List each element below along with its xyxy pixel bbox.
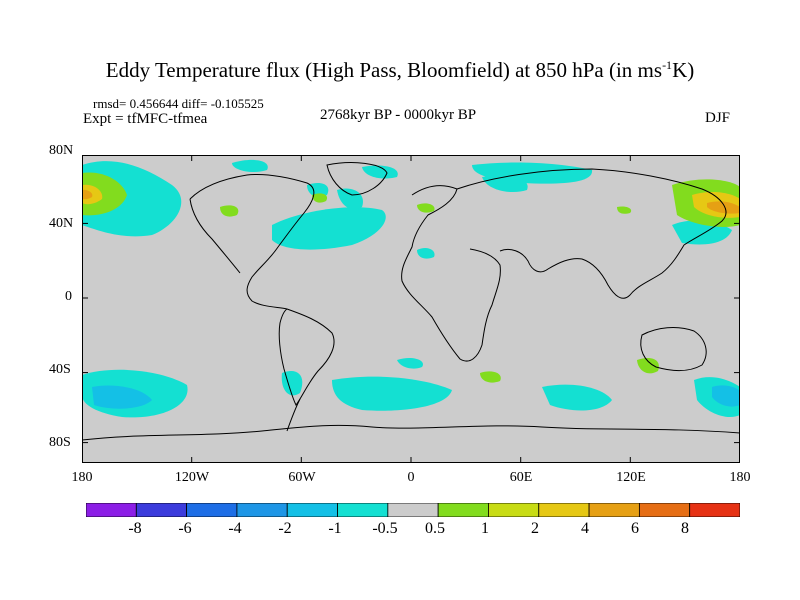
colorbar-box [488, 503, 540, 517]
colorbar-box [186, 503, 238, 517]
colorbar-label: -8 [128, 520, 142, 537]
experiment-label: Expt = tfMFC-tfmea [83, 111, 208, 127]
colorbar-box [538, 503, 590, 517]
lon-label-180e: 180 [729, 470, 751, 485]
colorbar-box [286, 503, 338, 517]
colorbar-boxes [86, 503, 740, 517]
contour-positive-australia-south [637, 358, 659, 374]
contour-positive-europe [417, 203, 435, 213]
colorbar-box [337, 503, 389, 517]
colorbar [86, 503, 740, 517]
contour-negative-mediterranean [417, 247, 435, 259]
period-label: 2768kyr BP - 0000kyr BP [320, 107, 477, 123]
south-america-coast [278, 308, 335, 406]
lon-label-180w: 180 [71, 470, 93, 485]
colorbar-box [588, 503, 640, 517]
antarctic-peninsula [286, 398, 301, 432]
lon-label-120e: 120E [616, 470, 646, 485]
contour-map [82, 155, 740, 463]
plot-title: Eddy Temperature flux (High Pass, Bloomf… [105, 58, 695, 82]
colorbar-box [86, 503, 137, 517]
colorbar-label: 8 [681, 520, 689, 537]
north-america-coast [189, 174, 315, 310]
colorbar-label: 2 [531, 520, 539, 537]
australia-coast [640, 327, 707, 371]
europe-africa-coast [401, 185, 501, 362]
lat-label-80n: 80N [49, 143, 74, 158]
contour-positive-asia [617, 206, 632, 214]
lon-label-120w: 120W [174, 470, 210, 485]
colorbar-label: -0.5 [372, 520, 398, 537]
colorbar-box [236, 503, 288, 517]
contour-negative-arctic-1 [232, 159, 268, 173]
colorbar-label: 0.5 [425, 520, 445, 537]
contour-negative-south-atlantic-2 [397, 357, 423, 369]
lat-label-40s: 40S [49, 362, 71, 377]
colorbar-label: -1 [328, 520, 342, 537]
colorbar-box [437, 503, 489, 517]
colorbar-label: -2 [278, 520, 292, 537]
contour-positive-nw-pacific-peak [82, 189, 93, 200]
contour-positive-indian [480, 371, 501, 383]
lon-label-60w: 60W [288, 470, 316, 485]
colorbar-label: 1 [481, 520, 489, 537]
contour-positive-nw-pacific [82, 172, 127, 216]
contour-negative-greenland-sea [337, 188, 363, 210]
season-label: DJF [705, 110, 731, 126]
contour-negative-russia [482, 175, 528, 193]
lon-label-60e: 60E [509, 470, 533, 485]
contour-negative-arctic-2 [362, 165, 398, 179]
colorbar-label: -6 [178, 520, 192, 537]
colorbar-box [135, 503, 188, 517]
colorbar-label: 4 [581, 520, 589, 537]
contour-positive-canada [312, 193, 328, 203]
greenland-coast [326, 162, 388, 196]
contour-negative-south-atlantic [332, 376, 452, 411]
stats-label: rmsd= 0.456644 diff= -0.105525 [93, 96, 264, 111]
antarctica-coast [82, 424, 740, 441]
colorbar-box [638, 503, 691, 517]
lat-label-80s: 80S [49, 435, 71, 450]
lat-label-0: 0 [65, 289, 72, 304]
colorbar-label: 6 [631, 520, 639, 537]
lat-label-40n: 40N [49, 216, 74, 231]
colorbar-box [387, 503, 439, 517]
axis-ticks [82, 155, 740, 463]
asia-coast [456, 168, 727, 299]
colorbar-box [689, 503, 740, 517]
contour-negative-indian [542, 384, 612, 411]
contour-negative-tasman-core [712, 385, 740, 407]
lon-label-0: 0 [407, 470, 415, 485]
contour-negative-south-pacific-core [92, 385, 152, 409]
colorbar-label: -4 [228, 520, 242, 537]
contour-positive-japan-peak [707, 201, 740, 214]
coastlines [82, 162, 740, 441]
contour-positive-north-atlantic [220, 205, 239, 217]
